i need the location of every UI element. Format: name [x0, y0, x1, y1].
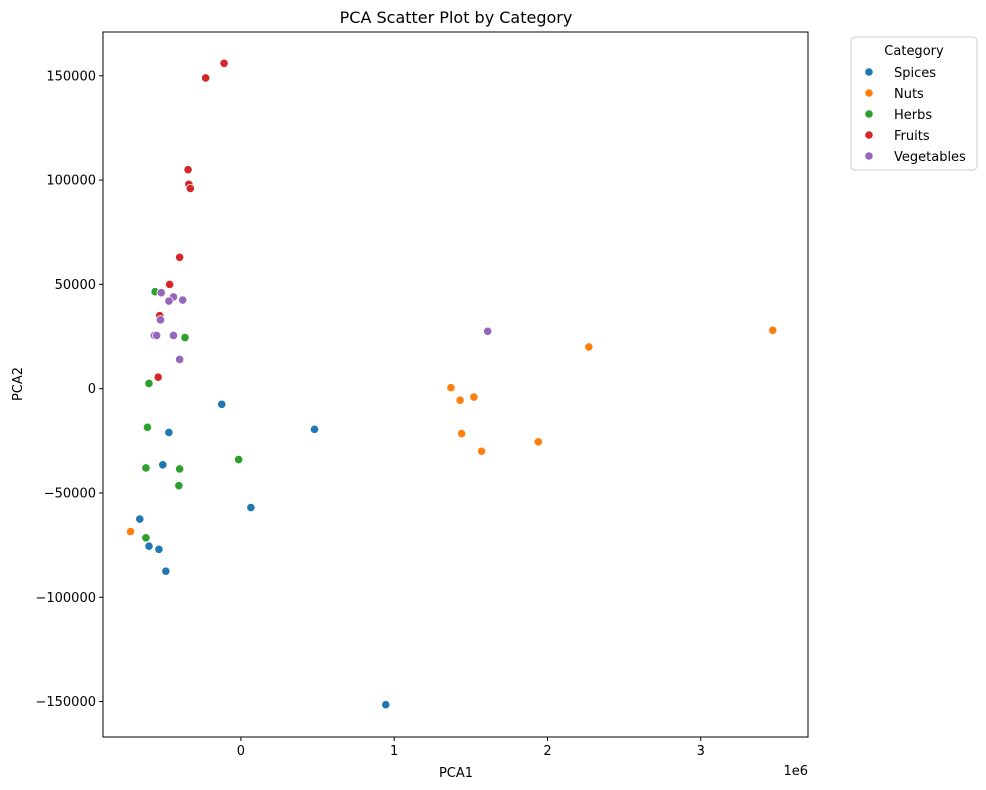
legend-label: Herbs — [894, 108, 932, 123]
data-point — [141, 533, 151, 543]
data-point — [483, 326, 493, 336]
data-point — [219, 58, 229, 68]
data-point — [144, 541, 154, 551]
plot-area — [125, 58, 778, 710]
x-tick-label: 1 — [390, 744, 398, 759]
data-point — [155, 315, 166, 325]
data-point — [476, 446, 487, 456]
legend-item-nuts: Nuts — [864, 87, 924, 102]
data-point — [178, 295, 188, 305]
data-point — [164, 427, 174, 438]
data-point — [768, 325, 778, 335]
data-point — [469, 392, 479, 402]
legend-title: Category — [884, 44, 944, 59]
series-vegetables — [149, 288, 493, 365]
legend-marker — [864, 130, 874, 140]
legend-marker — [864, 88, 874, 98]
data-point — [144, 378, 154, 389]
y-tick-label: −50000 — [44, 486, 96, 501]
data-point — [141, 463, 151, 473]
y-axis-label: PCA2 — [11, 367, 26, 401]
data-point — [168, 330, 179, 341]
chart-title: PCA Scatter Plot by Category — [340, 8, 573, 27]
legend-item-spices: Spices — [864, 66, 936, 81]
x-axis: 0 1 2 3 — [237, 737, 705, 759]
y-axis: −150000 −100000 −50000 0 50000 100000 150000 — [35, 69, 103, 710]
y-tick-label: 0 — [88, 382, 96, 397]
legend: Category Spices Nuts Herbs Fruits Vegetables — [850, 36, 978, 171]
data-point — [309, 424, 320, 434]
data-point — [161, 566, 171, 576]
data-point — [180, 332, 190, 343]
data-point — [154, 544, 164, 554]
series-nuts — [125, 325, 778, 537]
legend-marker — [864, 109, 874, 119]
x-tick-label: 3 — [697, 744, 705, 759]
data-point — [175, 252, 185, 262]
data-point — [246, 502, 256, 513]
data-point — [201, 73, 211, 83]
y-tick-label: −100000 — [35, 591, 96, 606]
x-axis-offset-label: 1e6 — [783, 764, 808, 779]
series-spices — [135, 399, 391, 710]
data-point — [234, 454, 244, 465]
y-tick-label: 150000 — [46, 69, 96, 84]
data-point — [135, 514, 145, 524]
legend-label: Vegetables — [894, 150, 966, 165]
data-point — [183, 165, 193, 175]
data-point — [158, 460, 168, 470]
data-point — [446, 383, 456, 393]
data-point — [164, 296, 174, 306]
legend-box — [850, 36, 978, 171]
legend-item-fruits: Fruits — [864, 129, 930, 144]
data-point — [156, 288, 166, 298]
series-fruits — [153, 58, 229, 382]
y-tick-label: 50000 — [55, 278, 96, 293]
legend-label: Fruits — [894, 129, 930, 144]
data-point — [165, 279, 175, 289]
data-point — [175, 464, 185, 474]
data-point — [152, 330, 162, 341]
data-point — [455, 395, 465, 405]
x-axis-label: PCA1 — [439, 766, 473, 781]
x-tick-label: 0 — [237, 744, 245, 759]
y-tick-label: −150000 — [35, 695, 96, 710]
data-point — [142, 422, 153, 432]
data-point — [175, 354, 185, 365]
data-point — [217, 399, 227, 409]
data-point — [185, 183, 195, 194]
y-tick-label: 100000 — [46, 174, 96, 189]
plot-frame — [102, 31, 809, 738]
data-point — [381, 700, 391, 710]
legend-marker — [864, 67, 874, 77]
data-point — [125, 526, 136, 537]
legend-item-herbs: Herbs — [864, 108, 932, 123]
data-point — [153, 372, 163, 382]
x-tick-label: 2 — [543, 744, 551, 759]
data-point — [584, 342, 594, 352]
legend-label: Nuts — [894, 87, 924, 102]
series-herbs — [141, 287, 244, 543]
data-point — [174, 481, 184, 491]
legend-item-vegetables: Vegetables — [864, 150, 966, 165]
legend-marker — [864, 151, 874, 161]
legend-label: Spices — [894, 66, 936, 81]
data-point — [533, 437, 543, 447]
data-point — [457, 428, 467, 439]
